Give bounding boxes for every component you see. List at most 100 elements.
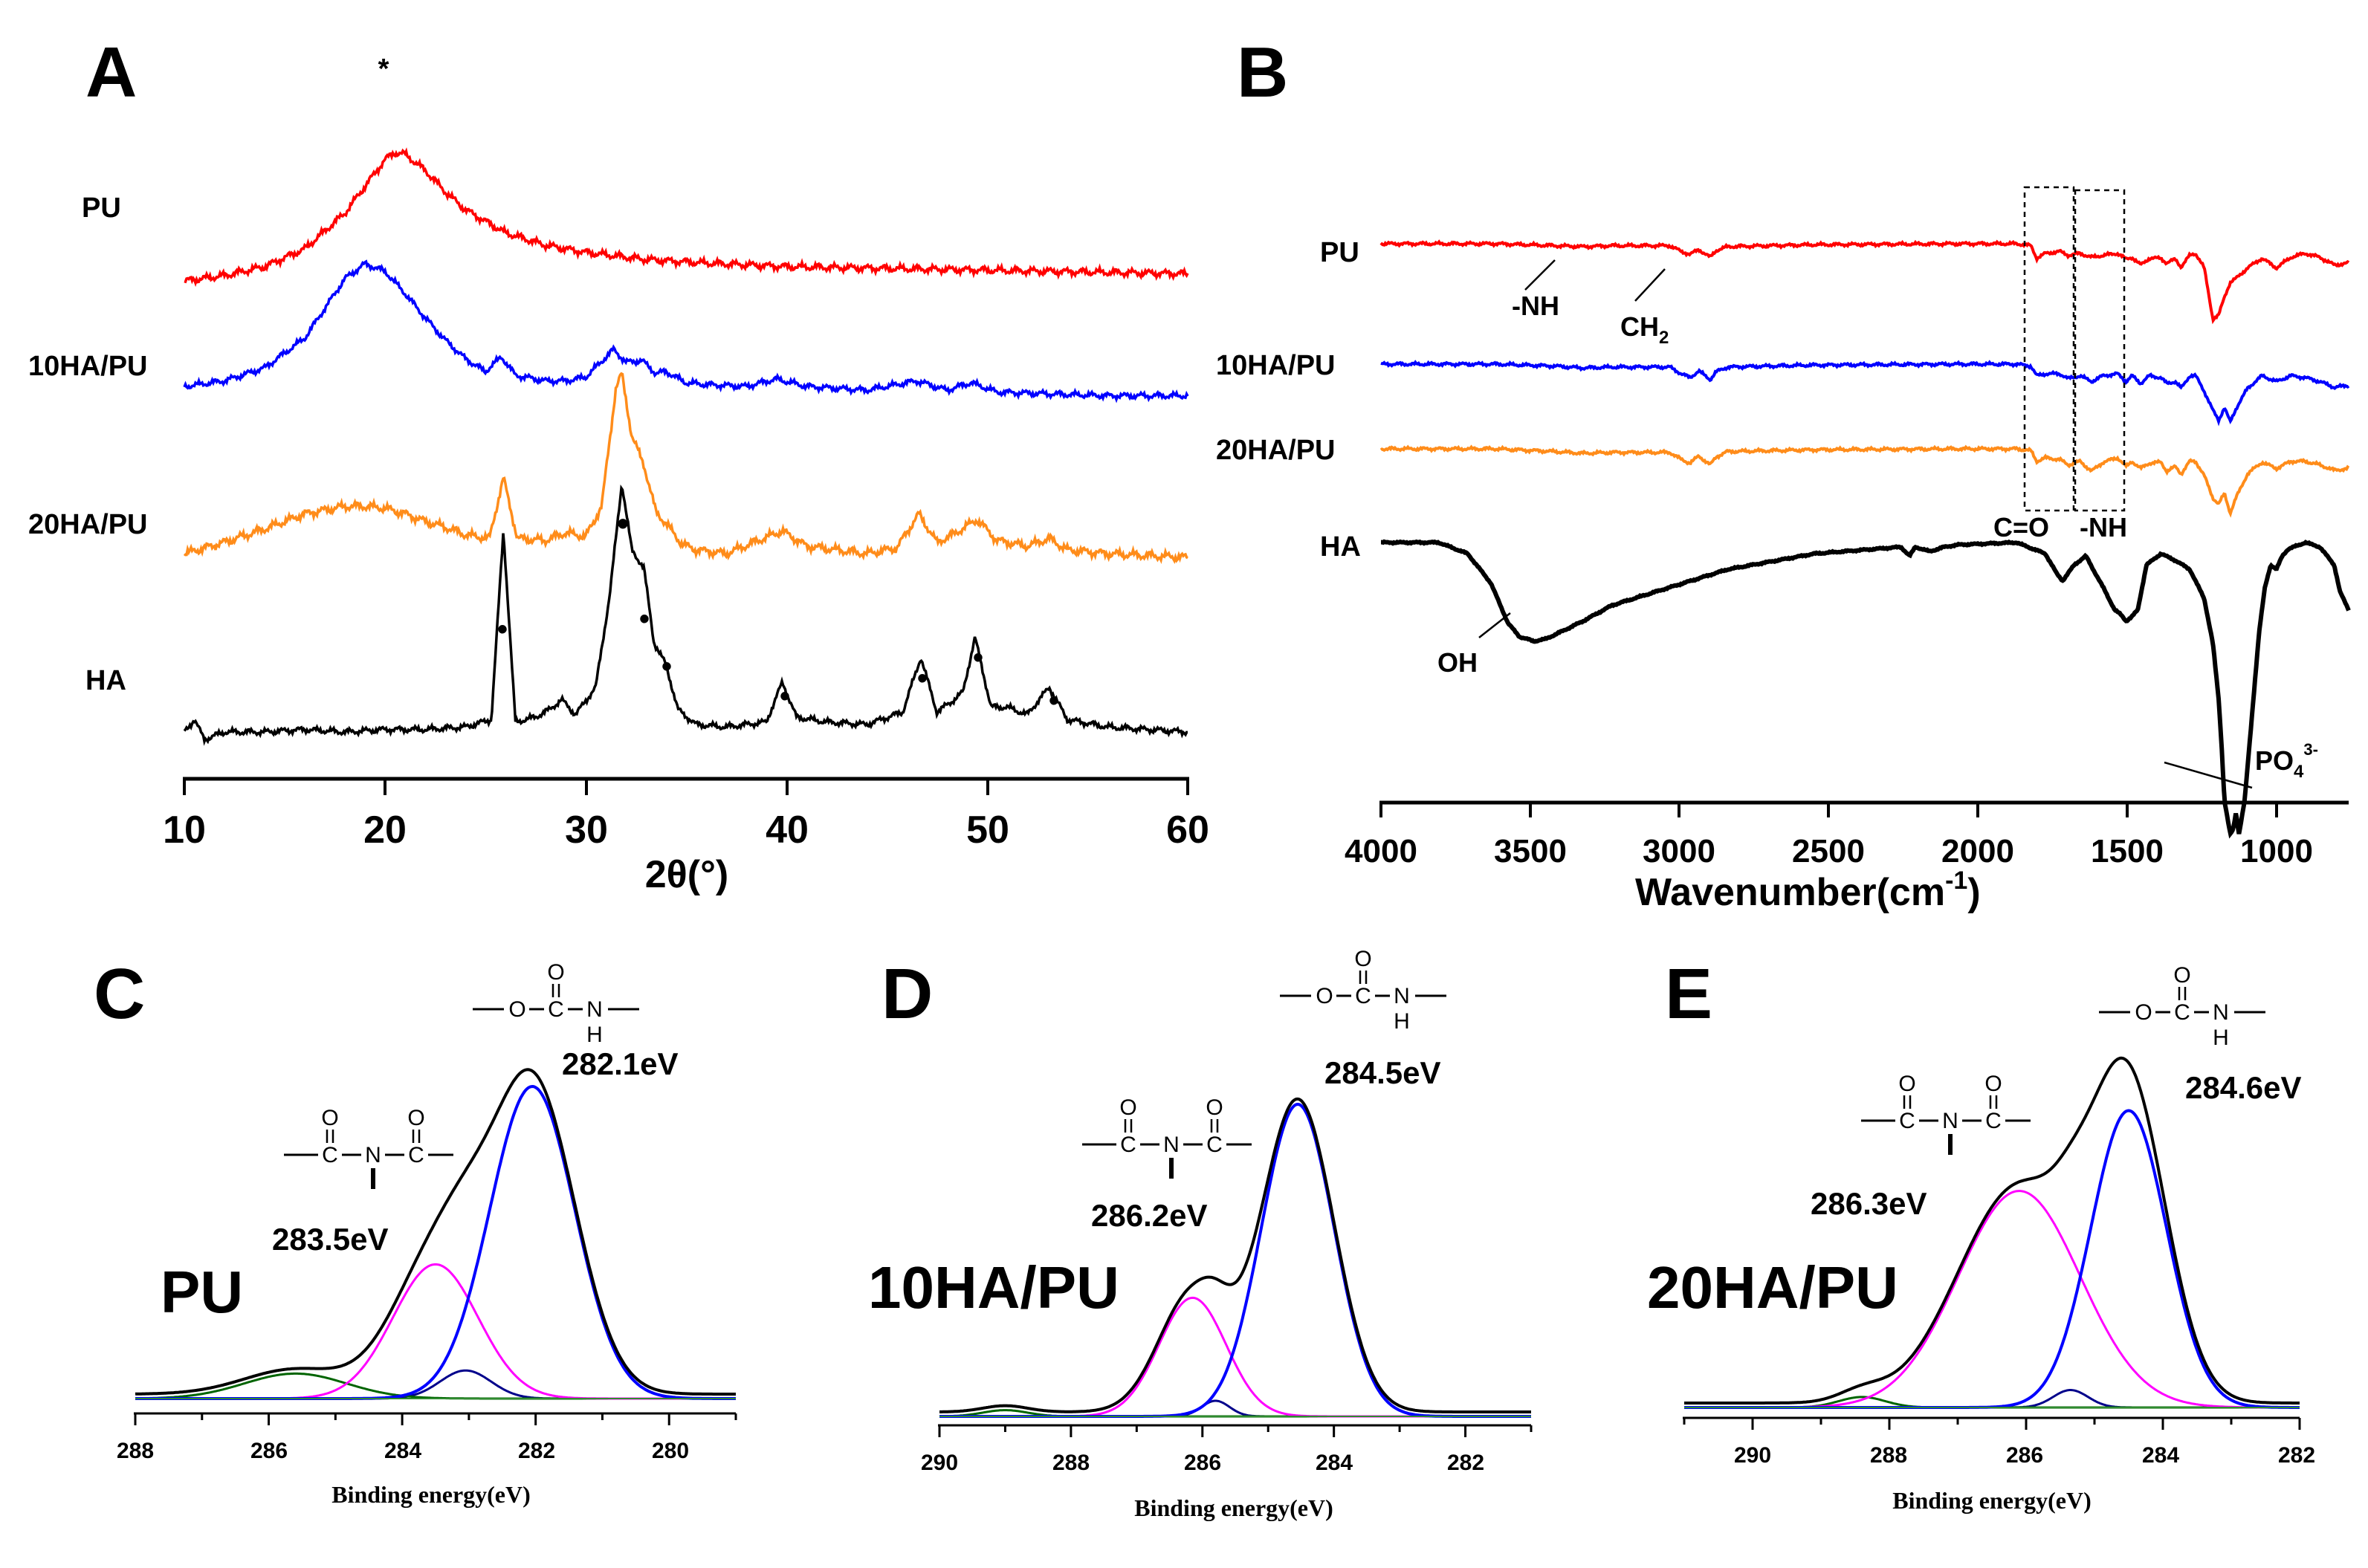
- panel-a-line-pu: [184, 147, 1189, 288]
- panel-b-line-20hapu: [1379, 444, 2350, 518]
- panel-e-curves: [1684, 1056, 2300, 1409]
- atom-h: H: [1394, 1009, 1410, 1034]
- panel-c-x-axis-title: Binding energy(eV): [331, 1481, 531, 1508]
- atom-c: C: [408, 1143, 424, 1167]
- panel-c-x-tick-label: 288: [117, 1439, 154, 1463]
- panel-b-annotation-po4: PO4 3-: [2255, 740, 2318, 782]
- panel-a-peak-dot: •: [661, 650, 672, 683]
- panel-a-star-marker: *: [378, 54, 389, 85]
- atom-c: C: [322, 1143, 338, 1167]
- panel-a-x-tick-label: 40: [766, 809, 809, 852]
- atom-o: O: [1119, 1095, 1136, 1120]
- panel-b-x-ticks: [1379, 803, 2278, 817]
- imide-structure-e: CON CO: [1861, 1072, 2031, 1155]
- panel-a-series-label-20ha: 20HA/PU: [28, 509, 148, 540]
- panel-b-x-tick-label: 1000: [2240, 833, 2313, 869]
- panel-b-line-10hapu: [1380, 360, 2350, 427]
- panel-a-series-label-10ha: 10HA/PU: [28, 351, 148, 382]
- panel-d-x-ticks: [938, 1425, 1533, 1437]
- panel-c-peak-label-second: 283.5eV: [272, 1222, 388, 1257]
- panel-a-x-ticks: [183, 779, 1189, 795]
- panel-a-label: A: [85, 33, 137, 112]
- imide-structure-d: CON CO: [1082, 1095, 1252, 1179]
- panel-b-line-pu: [1379, 239, 2350, 325]
- panel-b-annotation-ch2-text: CH: [1620, 311, 1659, 342]
- atom-o: O: [1354, 947, 1371, 971]
- panel-c-x-tick-label: 284: [384, 1439, 421, 1463]
- panel-d-sample-label: 10HA/PU: [868, 1254, 1119, 1321]
- panel-d-x-tick-label: 290: [921, 1451, 958, 1475]
- panel-c-component-o-c-o-nh: [135, 1084, 736, 1400]
- panel-b-dashed-box-co: [2023, 186, 2075, 512]
- atom-c: C: [1899, 1109, 1915, 1133]
- atom-h: H: [586, 1023, 603, 1047]
- panel-c-label: C: [94, 954, 145, 1034]
- panel-a-x-tick-label: 20: [363, 809, 407, 852]
- panel-b-annotation-po4-sub: 4: [2294, 762, 2304, 782]
- atom-n: N: [365, 1143, 381, 1167]
- panel-b-x-tick-label: 2000: [1941, 833, 2014, 869]
- panel-c-sample-label: PU: [161, 1259, 243, 1325]
- panel-d-x-tick-label: 284: [1316, 1451, 1353, 1475]
- atom-o: O: [1984, 1072, 2002, 1096]
- atom-h: H: [2213, 1026, 2229, 1050]
- panel-d: D 10HA/PU 284.5eV 286.2eV 290 288 286 28…: [868, 954, 1533, 1521]
- atom-c: C: [1355, 984, 1371, 1008]
- panel-b-label: B: [1237, 33, 1288, 112]
- atom-o: O: [407, 1106, 424, 1130]
- panel-b-x-axis-title-sup: -1: [1945, 866, 1967, 895]
- panel-a-series-label-ha: HA: [85, 665, 126, 696]
- panel-d-curves: [939, 1097, 1531, 1418]
- panel-b: B PU 10HA/PU 20HA/PU HA -NH CH2 C=O -NH …: [1216, 33, 2351, 914]
- panel-e-x-tick-label: 286: [2006, 1443, 2043, 1468]
- panel-b-series-label-20ha: 20HA/PU: [1216, 435, 1336, 466]
- panel-e-peak-label-main: 284.6eV: [2185, 1070, 2301, 1105]
- panel-a-peak-dot: •: [917, 662, 928, 695]
- panel-b-annotation-nh2: -NH: [2080, 512, 2127, 542]
- panel-b-annotation-leaders: [1478, 259, 2253, 789]
- panel-b-annotation-po4-text: PO: [2255, 745, 2294, 776]
- panel-c-x-tick-label: 280: [652, 1439, 689, 1463]
- panel-b-annotation-ch2: CH2: [1620, 311, 1669, 348]
- panel-a-line-20hapu: [183, 372, 1188, 565]
- atom-n: N: [1163, 1133, 1180, 1157]
- panel-e-peak-label-second: 286.3eV: [1811, 1186, 1927, 1221]
- atom-c: C: [1120, 1133, 1136, 1157]
- panel-b-dashed-box-nh: [2074, 189, 2126, 512]
- panel-b-line-ha: [1381, 539, 2351, 839]
- panel-a-peak-dot: •: [639, 603, 650, 635]
- panel-b-annotation-po4-sup: 3-: [2303, 740, 2318, 759]
- atom-n: N: [2213, 1000, 2229, 1025]
- panel-d-x-axis-title: Binding energy(eV): [1134, 1494, 1333, 1521]
- atom-c: C: [1985, 1109, 2002, 1133]
- panel-c-peak-label-main: 282.1eV: [562, 1046, 678, 1081]
- atom-o: O: [547, 960, 564, 985]
- panel-e-x-ticks: [1683, 1418, 2301, 1430]
- panel-e-x-axis-title: Binding energy(eV): [1892, 1487, 2092, 1514]
- atom-n: N: [1942, 1109, 1958, 1133]
- panel-c: C PU 282.1eV 283.5eV 288 286 284 282 280…: [94, 954, 737, 1508]
- panel-d-envelope: [939, 1097, 1531, 1413]
- panel-d-peak-label-main: 284.5eV: [1324, 1055, 1440, 1090]
- panel-c-x-ticks: [134, 1413, 737, 1425]
- panel-c-x-tick-label: 286: [250, 1439, 288, 1463]
- panel-d-x-tick-label: 282: [1447, 1451, 1484, 1475]
- panel-b-x-tick-label: 2500: [1792, 833, 1865, 869]
- panel-a-peak-dot: •: [780, 680, 790, 713]
- panel-a-x-tick-label: 30: [565, 809, 608, 852]
- panel-a-line-ha: [183, 485, 1188, 746]
- panel-b-annotation-ch2-sub: 2: [1659, 328, 1669, 348]
- panel-b-x-axis-title-text: Wavenumber(cm: [1635, 871, 1945, 914]
- atom-c: C: [548, 997, 564, 1022]
- atom-o: O: [1898, 1072, 1915, 1096]
- panel-a-peak-dot: •: [1049, 684, 1059, 717]
- atom-c: C: [2174, 1000, 2190, 1025]
- panel-c-curves: [135, 1068, 736, 1400]
- atom-o: O: [2173, 963, 2190, 988]
- panel-e-x-tick-label: 290: [1734, 1443, 1771, 1468]
- atom-o: O: [508, 997, 525, 1022]
- panel-a: A * PU 10HA/PU 20HA/PU HA • • • • • • • …: [28, 33, 1209, 896]
- panel-d-label: D: [881, 954, 933, 1034]
- panel-b-x-axis-title: Wavenumber(cm-1): [1635, 866, 1981, 914]
